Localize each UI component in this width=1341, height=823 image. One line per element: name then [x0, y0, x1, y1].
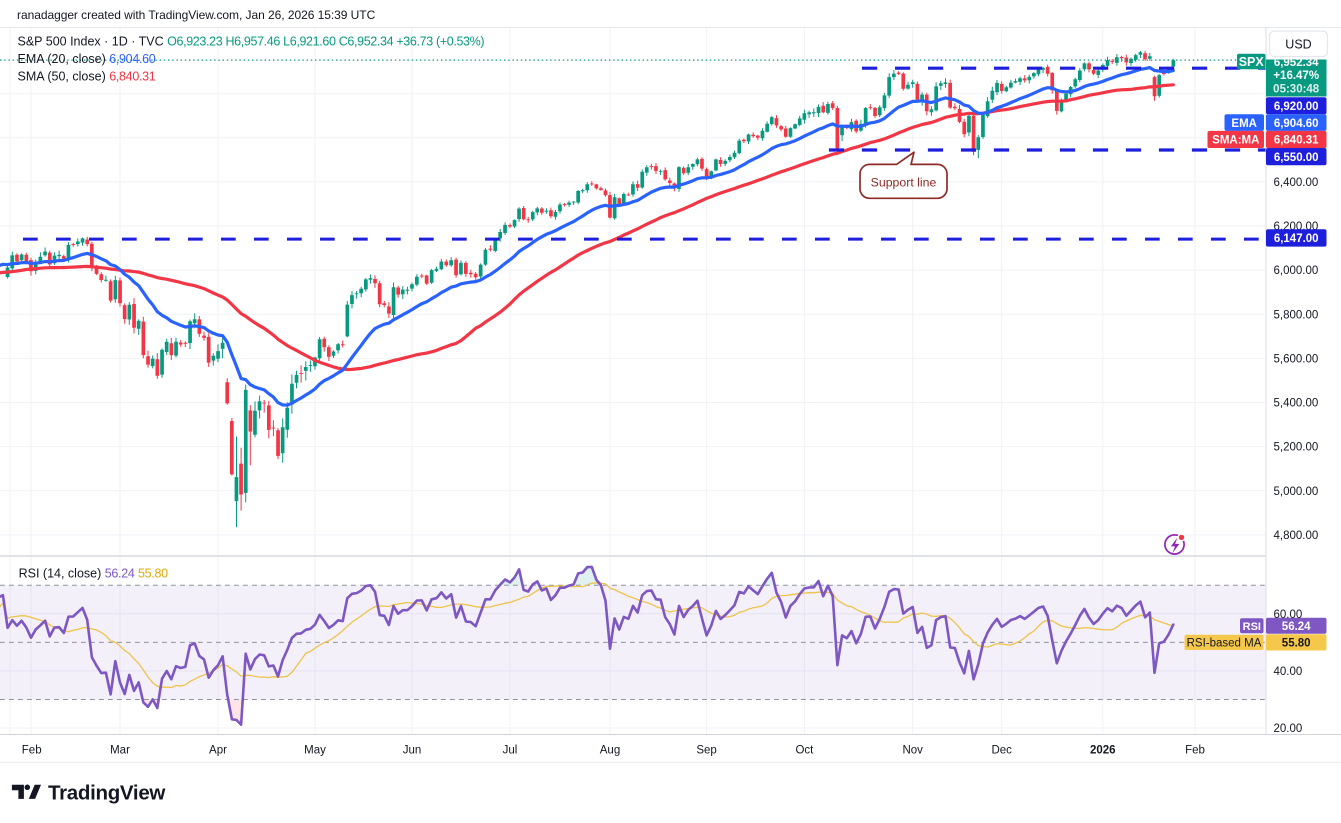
svg-text:5,400.00: 5,400.00	[1274, 398, 1319, 410]
svg-text:2026: 2026	[1090, 744, 1116, 756]
svg-text:6,147.00: 6,147.00	[1274, 233, 1319, 245]
svg-text:5,600.00: 5,600.00	[1274, 354, 1319, 366]
svg-text:EMA (20, close) 6,904.60: EMA (20, close) 6,904.60	[18, 52, 156, 66]
svg-text:40.00: 40.00	[1274, 666, 1303, 678]
svg-text:4,800.00: 4,800.00	[1274, 530, 1319, 542]
svg-text:Oct: Oct	[795, 744, 814, 756]
svg-text:6,920.00: 6,920.00	[1274, 101, 1319, 113]
svg-text:S&P 500 Index · 1D · TVC O6,9: S&P 500 Index · 1D · TVC O6,923.23 H6,95…	[18, 34, 485, 48]
svg-text:56.24: 56.24	[1282, 621, 1311, 633]
svg-text:SPX: SPX	[1239, 55, 1265, 69]
svg-text:Jul: Jul	[503, 744, 518, 756]
svg-text:USD: USD	[1285, 37, 1311, 51]
svg-text:Feb: Feb	[22, 744, 42, 756]
svg-text:May: May	[304, 744, 326, 756]
svg-text:6,550.00: 6,550.00	[1274, 152, 1319, 164]
svg-text:Nov: Nov	[902, 744, 923, 756]
svg-text:Dec: Dec	[991, 744, 1012, 756]
svg-text:Apr: Apr	[209, 744, 227, 756]
svg-text:ranadagger created with Tradin: ranadagger created with TradingView.com,…	[17, 8, 376, 22]
svg-text:Jun: Jun	[403, 744, 422, 756]
svg-text:TradingView: TradingView	[48, 782, 165, 805]
svg-text:6,400.00: 6,400.00	[1274, 177, 1319, 189]
svg-text:Mar: Mar	[110, 744, 130, 756]
svg-text:Support line: Support line	[871, 176, 937, 190]
svg-text:6,952.34: 6,952.34	[1274, 57, 1319, 69]
svg-text:Aug: Aug	[600, 744, 620, 756]
svg-text:5,800.00: 5,800.00	[1274, 309, 1319, 321]
svg-text:RSI-based MA: RSI-based MA	[1187, 638, 1262, 650]
svg-text:05:30:48: 05:30:48	[1273, 84, 1320, 96]
svg-text:EMA: EMA	[1231, 118, 1257, 130]
svg-text:60.00: 60.00	[1274, 609, 1303, 621]
svg-text:5,200.00: 5,200.00	[1274, 442, 1319, 454]
svg-text:+16.47%: +16.47%	[1273, 70, 1319, 82]
svg-text:5,000.00: 5,000.00	[1274, 486, 1319, 498]
svg-text:RSI: RSI	[1243, 621, 1261, 633]
svg-text:20.00: 20.00	[1274, 723, 1303, 735]
svg-text:RSI (14, close) 56.24 55.80: RSI (14, close) 56.24 55.80	[19, 566, 169, 580]
svg-text:6,000.00: 6,000.00	[1274, 265, 1319, 277]
svg-text:Feb: Feb	[1185, 744, 1205, 756]
svg-text:6,840.31: 6,840.31	[1274, 135, 1319, 147]
svg-text:SMA:MA: SMA:MA	[1212, 135, 1259, 147]
svg-text:Sep: Sep	[696, 744, 716, 756]
svg-text:55.80: 55.80	[1282, 638, 1311, 650]
svg-text:SMA (50, close) 6,840.31: SMA (50, close) 6,840.31	[18, 69, 156, 83]
svg-text:6,904.60: 6,904.60	[1274, 118, 1319, 130]
